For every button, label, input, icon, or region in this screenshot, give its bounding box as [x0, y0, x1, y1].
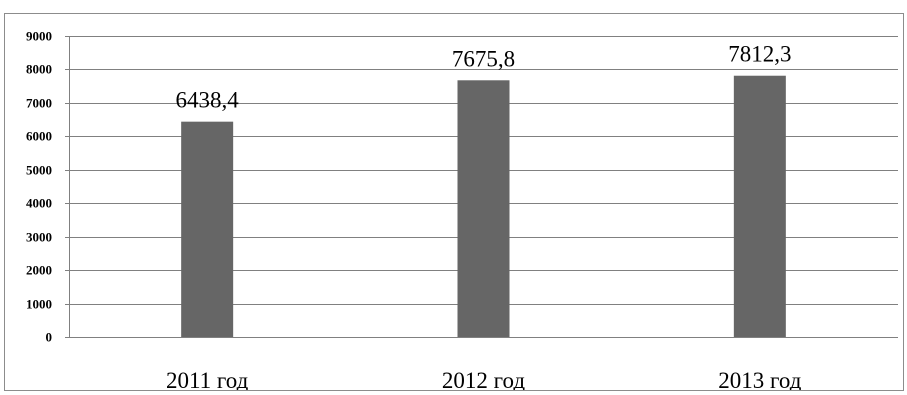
y-tick-label: 6000 — [26, 129, 52, 144]
y-tick-label: 0 — [46, 330, 53, 345]
bar — [733, 75, 786, 337]
bars — [181, 75, 786, 337]
y-tick-label: 3000 — [26, 230, 52, 245]
y-axis-tick-labels: 0 1000 2000 3000 4000 5000 6000 7000 8000 9000 — [26, 29, 52, 345]
y-tick-label: 5000 — [26, 163, 52, 178]
x-axis-tick-labels: 2011 год 2012 год 2013 год — [166, 368, 802, 390]
bar — [457, 80, 510, 337]
bar — [181, 121, 234, 337]
data-label: 7675,8 — [452, 46, 515, 71]
data-label: 6438,4 — [176, 88, 240, 113]
y-tick-label: 7000 — [26, 96, 52, 111]
data-label: 7812,3 — [728, 42, 791, 67]
y-tick-label: 2000 — [26, 263, 52, 278]
y-tick-label: 4000 — [26, 196, 52, 211]
x-tick-label: 2012 год — [442, 368, 525, 390]
chart-area: 0 1000 2000 3000 4000 5000 6000 7000 8000 9000 64… — [4, 13, 904, 391]
data-labels: 6438,4 7675,8 7812,3 — [176, 42, 792, 113]
bar-chart: 0 1000 2000 3000 4000 5000 6000 7000 8000 9000 64… — [26, 29, 898, 390]
x-tick-label: 2013 год — [718, 368, 801, 390]
x-tick-label: 2011 год — [166, 368, 249, 390]
y-tick-label: 1000 — [26, 297, 52, 312]
y-tick-label: 8000 — [26, 62, 52, 77]
y-tick-label: 9000 — [26, 29, 52, 44]
